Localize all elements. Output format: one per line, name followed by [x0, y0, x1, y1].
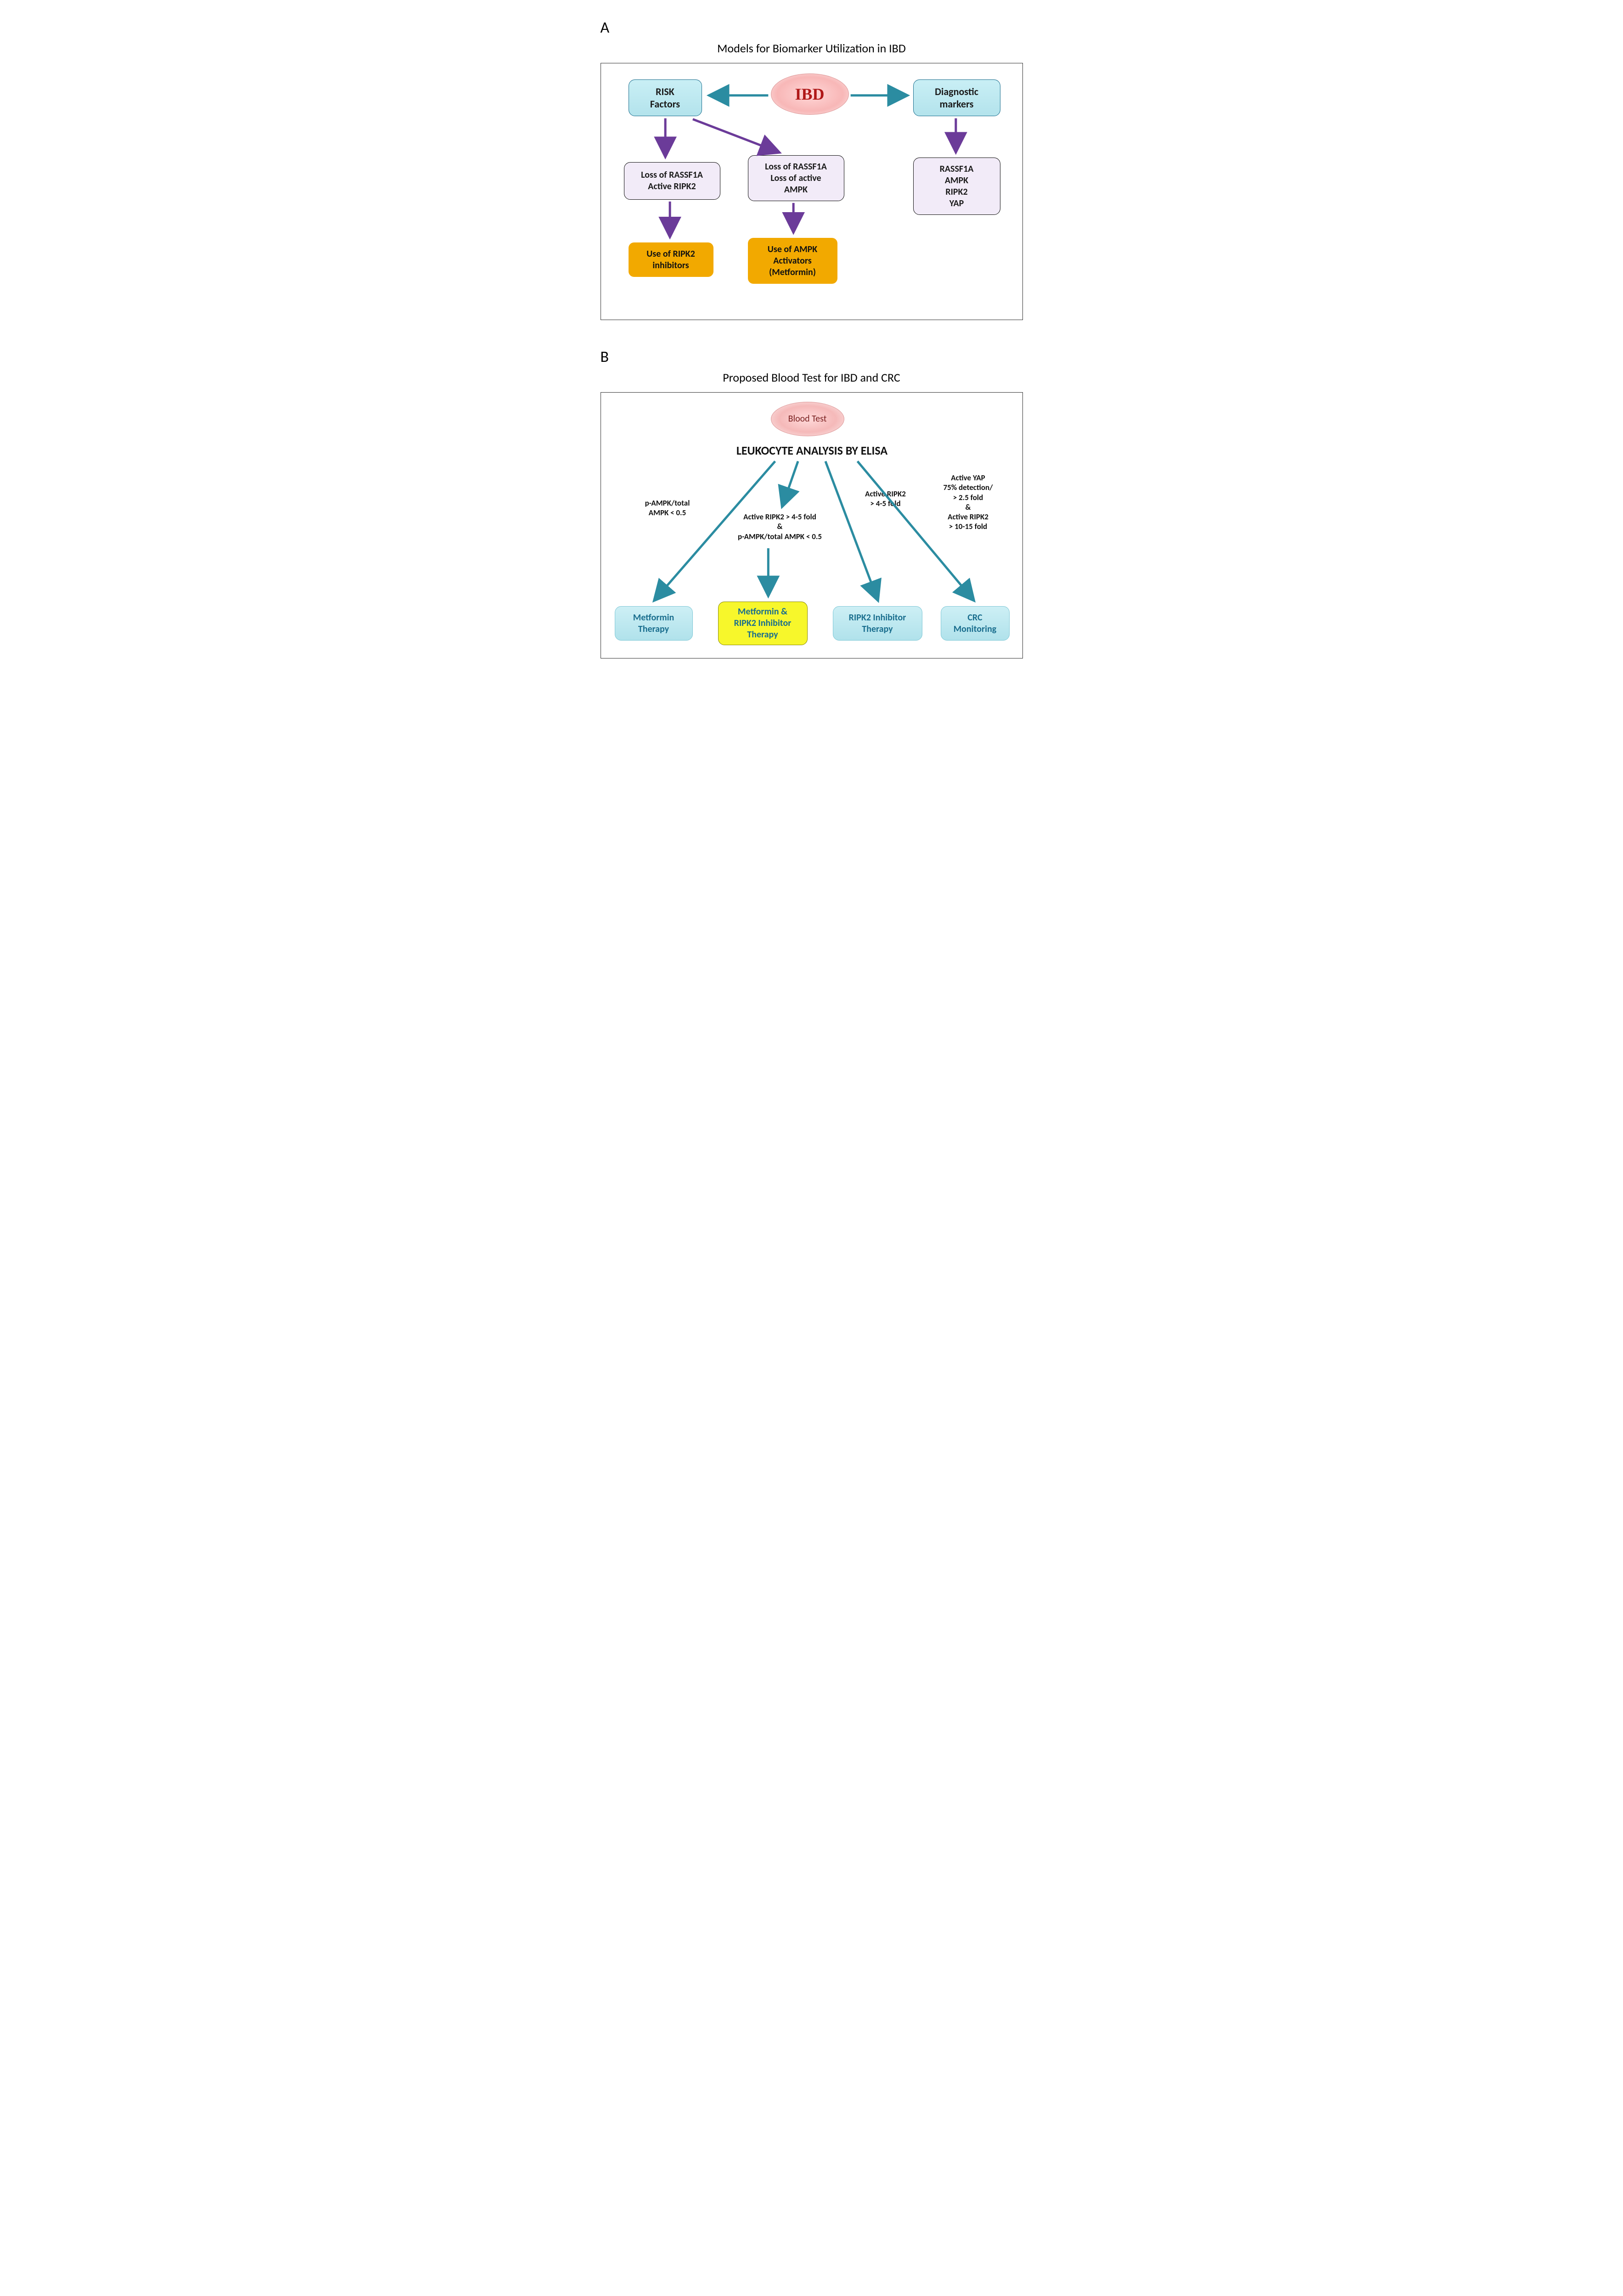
ibd-ellipse: IBD [771, 73, 849, 115]
panel-b-label: B [601, 348, 1023, 366]
panel-a-title: Models for Biomarker Utilization in IBD [601, 41, 1023, 56]
diagnostic-markers-box: Diagnostic markers [913, 79, 1000, 116]
diagnostic-markers-list-box: RASSF1A AMPK RIPK2 YAP [913, 158, 1000, 215]
crc-monitoring-box: CRC Monitoring [941, 606, 1010, 641]
risk-factors-box: RISK Factors [629, 79, 702, 116]
criteria-3: Active RIPK2 > 4-5 fold [851, 489, 920, 509]
use-ripk2-inhibitors-box: Use of RIPK2 inhibitors [629, 242, 713, 277]
ripk2-inhibitor-therapy-box: RIPK2 Inhibitor Therapy [833, 606, 922, 641]
loss-rassf1a-ampk-box: Loss of RASSF1A Loss of active AMPK [748, 155, 844, 201]
blood-test-ellipse: Blood Test [771, 402, 844, 436]
metformin-therapy-box: Metformin Therapy [615, 606, 693, 641]
panel-b-title: Proposed Blood Test for IBD and CRC [601, 370, 1023, 385]
metformin-ripk2-therapy-box: Metformin & RIPK2 Inhibitor Therapy [718, 602, 808, 645]
use-ampk-activators-box: Use of AMPK Activators (Metformin) [748, 238, 837, 284]
loss-rassf1a-ripk2-box: Loss of RASSF1A Active RIPK2 [624, 162, 720, 200]
criteria-4: Active YAP 75% detection/ > 2.5 fold & A… [927, 473, 1010, 532]
panel-a-box: IBD RISK Factors Diagnostic markers Loss… [601, 63, 1023, 320]
panel-b-box: Blood Test LEUKOCYTE ANALYSIS BY ELISA p… [601, 392, 1023, 658]
panel-b: B Proposed Blood Test for IBD and CRC Bl… [601, 348, 1023, 658]
panel-a: A Models for Biomarker Utilization in IB… [601, 18, 1023, 320]
panel-a-label: A [601, 18, 1023, 37]
criteria-1: p-AMPK/total AMPK < 0.5 [629, 498, 707, 518]
criteria-2: Active RIPK2 > 4-5 fold & p-AMPK/total A… [730, 512, 831, 541]
leukocyte-heading: LEUKOCYTE ANALYSIS BY ELISA [601, 443, 1023, 458]
